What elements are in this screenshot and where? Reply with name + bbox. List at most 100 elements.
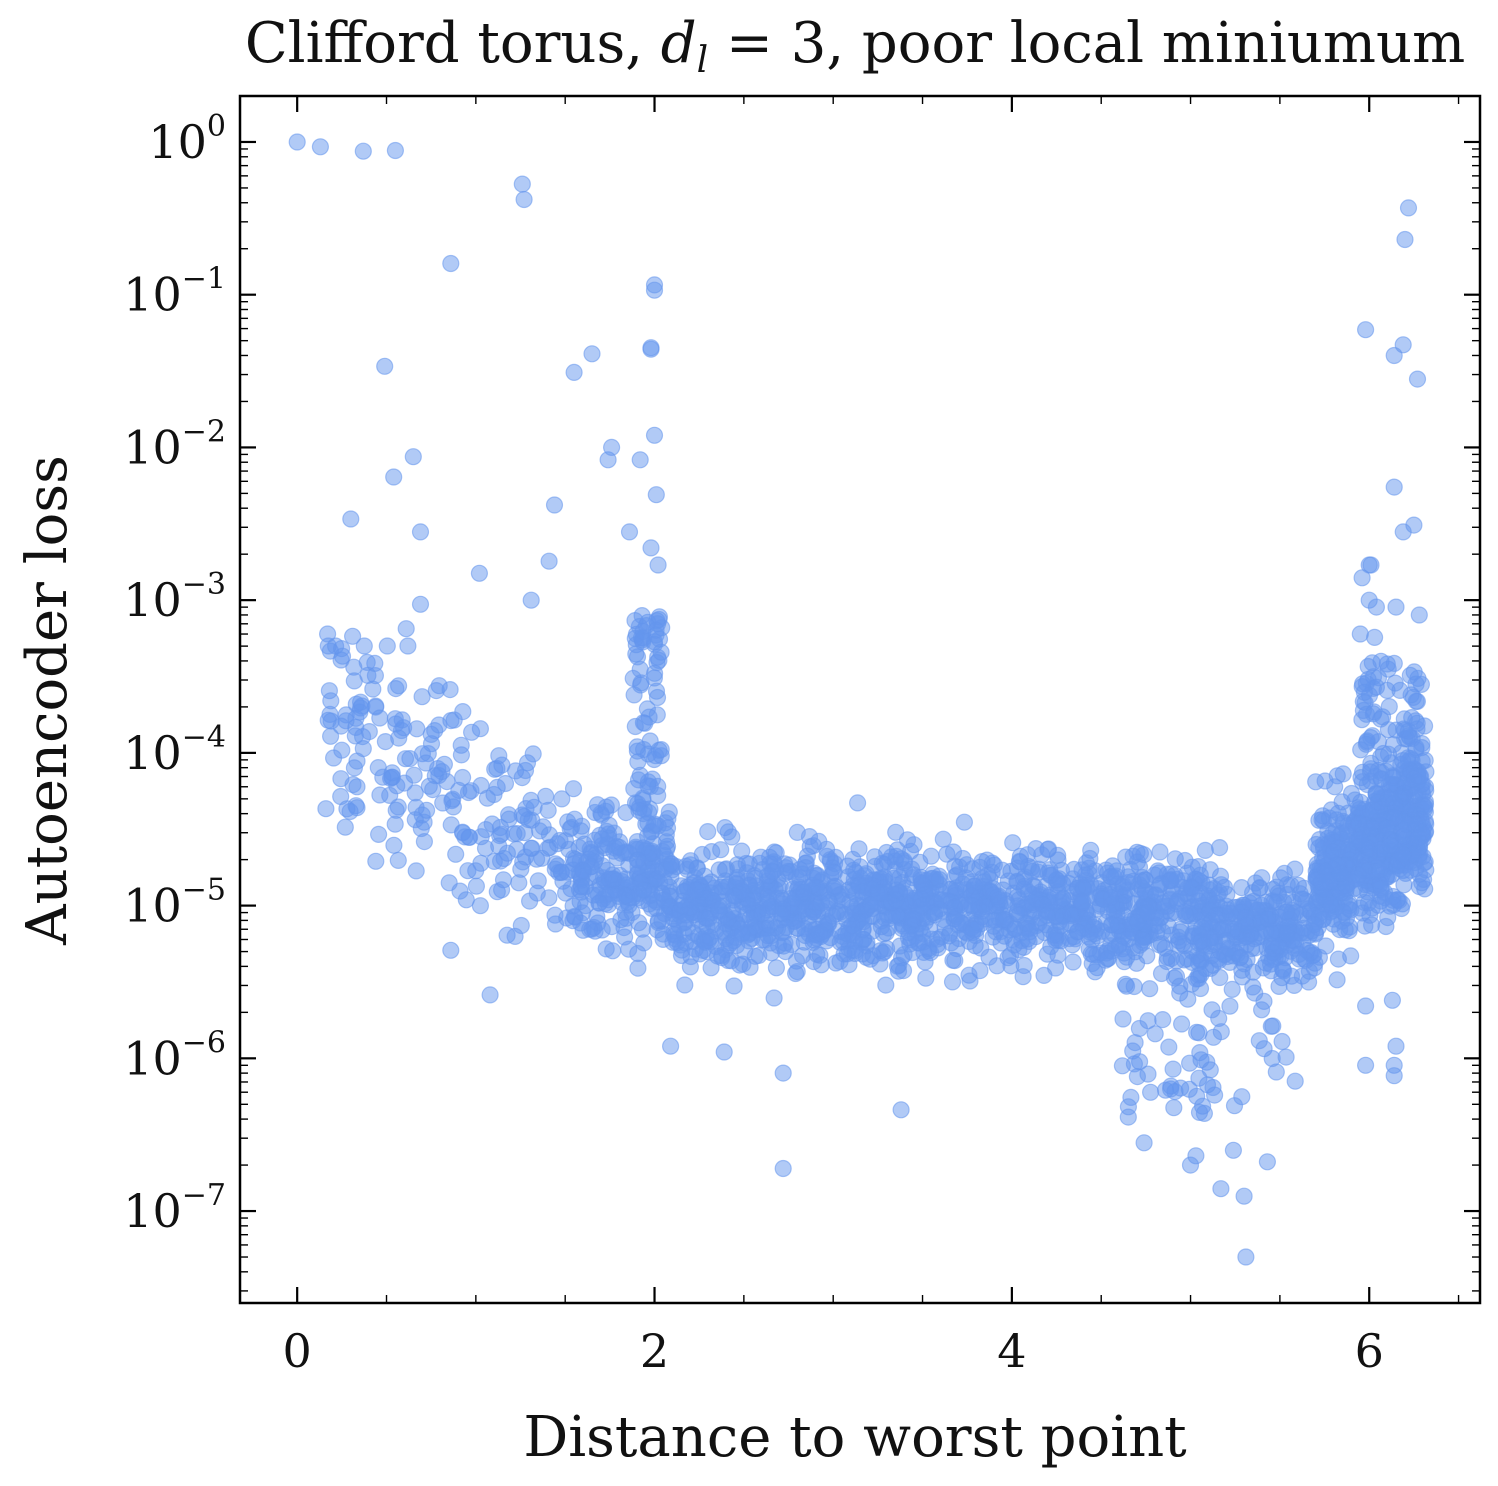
scatter-point bbox=[1252, 1001, 1271, 1019]
scatter-point bbox=[912, 897, 931, 915]
scatter-point bbox=[348, 778, 366, 796]
scatter-point bbox=[1190, 1103, 1209, 1122]
scatter-point bbox=[1225, 1097, 1244, 1115]
scatter-point bbox=[1176, 851, 1194, 870]
scatter-point bbox=[405, 766, 423, 784]
y-tick-label: 10−3 bbox=[123, 567, 226, 627]
scatter-point bbox=[675, 925, 693, 943]
scatter-point bbox=[911, 853, 929, 871]
scatter-point bbox=[1235, 1187, 1253, 1205]
scatter-point bbox=[636, 714, 654, 732]
scatter-point bbox=[1124, 872, 1142, 890]
scatter-point bbox=[519, 810, 537, 829]
scatter-point bbox=[406, 811, 424, 829]
scatter-point bbox=[1353, 569, 1371, 587]
scatter-point bbox=[642, 340, 660, 358]
scatter-point bbox=[413, 688, 431, 706]
scatter-point bbox=[652, 643, 670, 661]
scatter-points bbox=[288, 133, 1435, 1266]
scatter-point bbox=[1365, 628, 1384, 647]
scatter-point bbox=[583, 345, 601, 363]
scatter-point bbox=[522, 591, 540, 609]
scatter-point bbox=[459, 862, 477, 880]
scatter-point bbox=[457, 891, 475, 909]
scatter-point bbox=[387, 679, 405, 698]
scatter-point bbox=[1171, 984, 1189, 1002]
scatter-point bbox=[1198, 1053, 1216, 1071]
scatter-point bbox=[463, 723, 481, 741]
scatter-point bbox=[1049, 846, 1067, 865]
y-tick-base: 10 bbox=[123, 879, 182, 933]
scatter-point bbox=[1187, 1147, 1205, 1165]
scatter-point bbox=[1381, 836, 1400, 854]
scatter-point bbox=[1221, 904, 1239, 923]
scatter-point bbox=[661, 1037, 680, 1055]
scatter-point bbox=[635, 881, 653, 899]
scatter-point bbox=[376, 732, 394, 751]
scatter-point bbox=[1076, 866, 1095, 884]
scatter-point bbox=[1278, 876, 1296, 894]
scatter-point bbox=[1038, 906, 1056, 925]
scatter-point bbox=[681, 898, 699, 916]
scatter-point bbox=[1379, 789, 1398, 807]
scatter-point bbox=[1385, 346, 1403, 365]
scatter-point bbox=[662, 854, 680, 873]
scatter-point bbox=[963, 897, 981, 915]
scatter-point bbox=[1126, 1033, 1144, 1052]
scatter-point bbox=[655, 904, 674, 923]
scatter-point bbox=[488, 778, 506, 797]
scatter-point bbox=[1128, 853, 1147, 871]
scatter-point bbox=[1391, 681, 1409, 700]
y-tick-exponent: 0 bbox=[207, 109, 226, 144]
scatter-point bbox=[590, 894, 609, 912]
scatter-point bbox=[1152, 874, 1170, 893]
scatter-point bbox=[1258, 1153, 1277, 1171]
scatter-point bbox=[696, 909, 715, 927]
y-axis-label: Autoencoder loss bbox=[15, 455, 80, 946]
scatter-point bbox=[1370, 861, 1389, 879]
scatter-point bbox=[810, 832, 828, 851]
scatter-point bbox=[1190, 1069, 1208, 1087]
scatter-point bbox=[988, 957, 1006, 975]
scatter-point bbox=[1377, 819, 1395, 838]
scatter-point bbox=[476, 839, 495, 857]
scatter-point bbox=[1399, 722, 1418, 740]
scatter-point bbox=[870, 884, 888, 902]
scatter-point bbox=[884, 869, 903, 887]
scatter-point bbox=[345, 672, 363, 690]
scatter-point bbox=[1409, 669, 1427, 688]
scatter-point bbox=[1004, 834, 1022, 852]
scatter-point bbox=[725, 977, 743, 995]
scatter-point bbox=[1080, 940, 1098, 958]
scatter-point bbox=[371, 786, 389, 804]
scatter-point bbox=[424, 780, 442, 799]
scatter-point bbox=[1023, 862, 1041, 881]
scatter-point bbox=[1317, 937, 1335, 955]
scatter-point bbox=[444, 790, 462, 808]
scatter-point bbox=[1310, 839, 1328, 857]
scatter-point bbox=[898, 831, 917, 849]
chart-title-sub: l bbox=[697, 40, 709, 81]
scatter-point bbox=[1223, 980, 1241, 999]
scatter-point bbox=[950, 858, 969, 876]
scatter-point bbox=[530, 822, 549, 840]
scatter-point bbox=[1098, 949, 1117, 968]
scatter-point bbox=[1054, 889, 1072, 907]
scatter-point bbox=[561, 820, 579, 838]
scatter-point bbox=[1406, 786, 1424, 804]
scatter-point bbox=[1372, 652, 1390, 670]
scatter-point bbox=[861, 950, 879, 968]
scatter-point bbox=[386, 815, 404, 833]
scatter-point bbox=[1205, 1086, 1224, 1104]
scatter-point bbox=[506, 762, 525, 780]
scatter-point bbox=[1180, 1054, 1199, 1072]
y-tick-exponent: −7 bbox=[182, 1178, 226, 1213]
scatter-point bbox=[1379, 721, 1398, 739]
scatter-point bbox=[1383, 991, 1402, 1009]
scatter-point bbox=[1141, 1083, 1160, 1101]
scatter-point bbox=[1385, 1067, 1403, 1085]
scatter-point bbox=[1374, 744, 1393, 763]
scatter-point bbox=[1160, 1038, 1178, 1056]
scatter-point bbox=[320, 682, 338, 700]
x-tick-label: 2 bbox=[640, 1324, 669, 1378]
